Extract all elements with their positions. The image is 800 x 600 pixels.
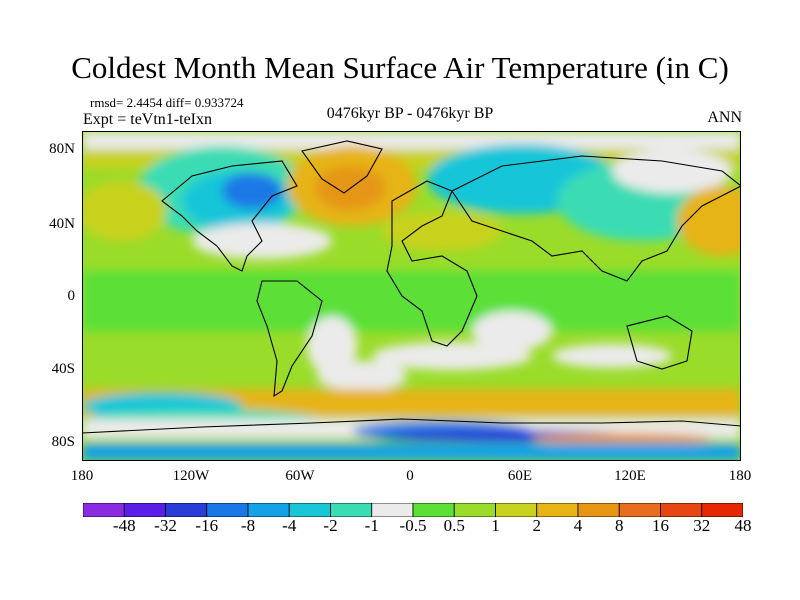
chart-title: Coldest Month Mean Surface Air Temperatu… <box>71 50 729 85</box>
colorbar-label: -48 <box>112 516 136 535</box>
colorbar-label: -0.5 <box>399 516 427 535</box>
colorbar-swatch <box>123 503 166 517</box>
coastlines <box>82 140 741 434</box>
colorbar-label: 16 <box>652 516 669 535</box>
colorbar-swatch <box>577 503 620 517</box>
temperature-map <box>82 131 741 461</box>
colorbar-swatch <box>453 503 496 517</box>
colorbar-label: 1 <box>491 516 500 535</box>
colorbar-label: 0.5 <box>443 516 465 535</box>
colorbar-label: 4 <box>573 516 583 535</box>
colorbar-swatch <box>412 503 455 517</box>
colorbar-swatch <box>330 503 373 517</box>
lat-label-80s: 80S <box>51 434 75 450</box>
colorbar-swatch <box>618 503 661 517</box>
lat-label-40n: 40N <box>49 216 75 232</box>
colorbar-label: -4 <box>282 516 297 535</box>
colorbar-swatch <box>701 503 743 517</box>
lon-label-60e: 60E <box>507 468 533 484</box>
lon-label-180e: 180 <box>728 468 752 484</box>
colorbar-label: -16 <box>195 516 219 535</box>
colorbar-label: 8 <box>615 516 624 535</box>
lon-label-120w: 120W <box>172 468 210 484</box>
colorbar-swatch <box>247 503 290 517</box>
colorbar-swatch <box>495 503 538 517</box>
map-frame <box>82 131 741 461</box>
lon-label-0: 0 <box>406 468 414 484</box>
colorbar-swatch <box>206 503 249 517</box>
colorbar-label: 48 <box>734 516 752 535</box>
lon-label-180w: 180 <box>70 468 94 484</box>
period-label: 0476kyr BP - 0476kyr BP <box>326 105 494 122</box>
stats-text: rmsd= 2.4454 diff= 0.933724 <box>90 95 244 110</box>
colorbar-label: -8 <box>240 516 256 535</box>
lon-label-120e: 120E <box>614 468 646 484</box>
colorbar-label: -32 <box>154 516 177 535</box>
lat-label-80n: 80N <box>49 141 75 157</box>
colorbar-swatch <box>165 503 208 517</box>
season-label: ANN <box>707 109 742 126</box>
colorbar-label: 2 <box>532 516 542 535</box>
colorbar-swatch <box>660 503 703 517</box>
lat-label-eq: 0 <box>67 288 76 304</box>
colorbar-label: 32 <box>693 516 711 535</box>
temperature-field <box>82 131 741 461</box>
lon-label-60w: 60W <box>285 468 315 484</box>
colorbar-label: -2 <box>323 516 338 535</box>
experiment-label: Expt = teVtn1-teIxn <box>83 111 212 128</box>
colorbar-swatch <box>83 503 125 517</box>
lat-label-40s: 40S <box>51 361 75 377</box>
colorbar <box>83 503 743 517</box>
colorbar-swatch <box>288 503 331 517</box>
colorbar-label: -1 <box>364 516 379 535</box>
colorbar-swatch <box>371 503 414 517</box>
colorbar-swatch <box>536 503 579 517</box>
